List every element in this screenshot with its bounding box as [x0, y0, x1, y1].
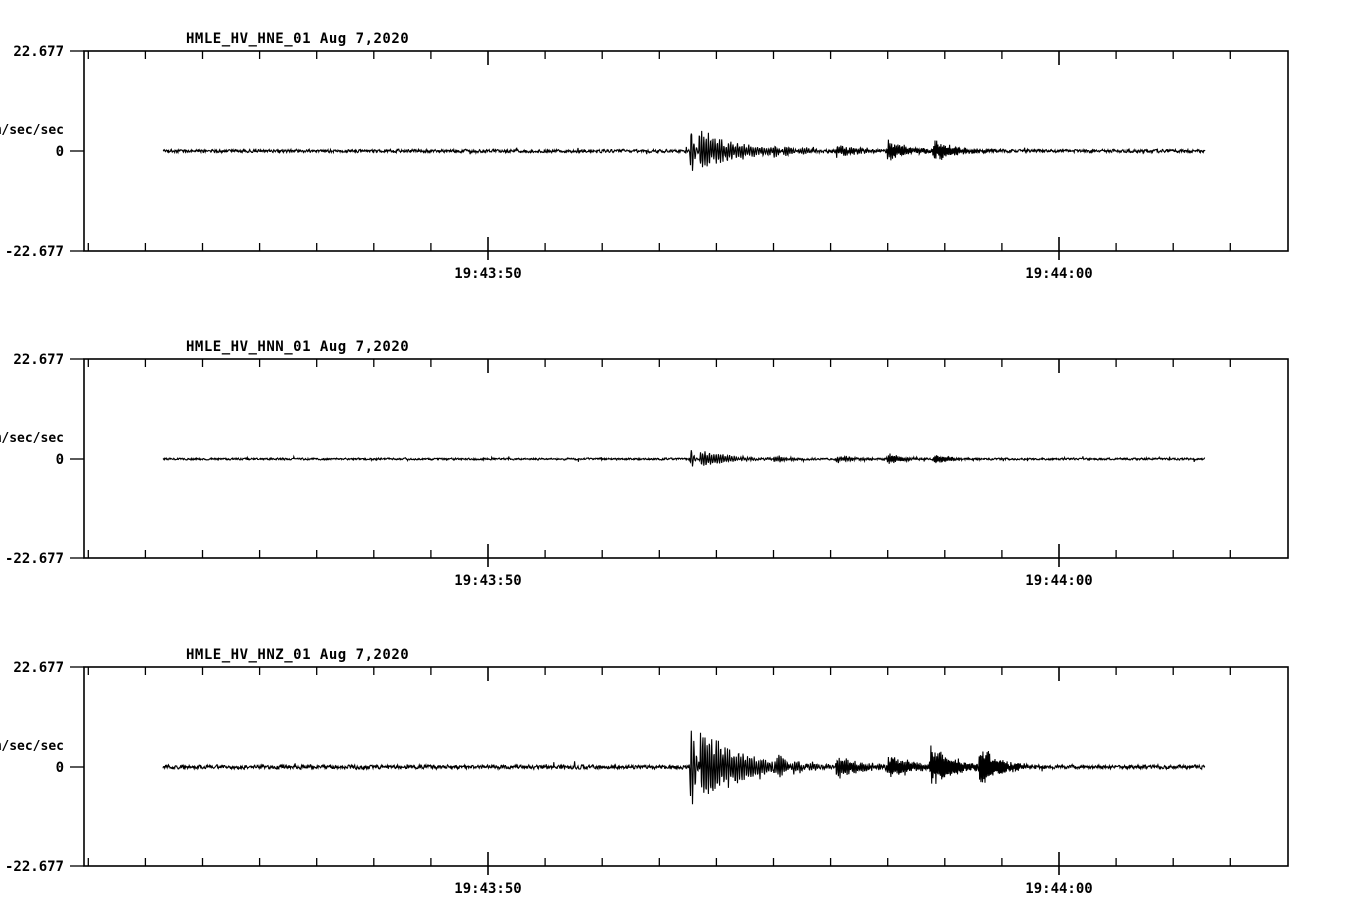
plot-frame	[83, 358, 1289, 559]
x-axis-tick-label-1: 19:43:50	[454, 573, 521, 589]
waveform-trace-hnn	[162, 450, 1206, 467]
waveform-trace-hne	[162, 130, 1206, 171]
plot-frame	[83, 666, 1289, 867]
y-axis-unit-label: cm/sec/sec	[0, 431, 64, 446]
x-axis-tick-label-1: 19:43:50	[454, 881, 521, 897]
x-axis-tick-label-2: 19:44:00	[1025, 573, 1092, 589]
y-axis-zero-label: 0	[56, 144, 64, 160]
y-axis-unit-label: cm/sec/sec	[0, 739, 64, 754]
y-axis-ticks	[70, 666, 84, 867]
panel-title-hnn: HMLE_HV_HNN_01 Aug 7,2020	[186, 339, 409, 355]
x-axis-ticks	[87, 359, 1231, 567]
panel-title-hne: HMLE_HV_HNE_01 Aug 7,2020	[186, 31, 409, 47]
y-axis-min-label: -22.677	[5, 244, 64, 260]
y-axis-max-label: 22.677	[13, 352, 64, 368]
waveform-trace-hnz	[162, 730, 1206, 805]
plot-frame	[83, 50, 1289, 252]
y-axis-unit-label: cm/sec/sec	[0, 123, 64, 138]
y-axis-min-label: -22.677	[5, 859, 64, 875]
y-axis-max-label: 22.677	[13, 660, 64, 676]
x-axis-tick-label-2: 19:44:00	[1025, 266, 1092, 282]
y-axis-max-label: 22.677	[13, 44, 64, 60]
panel-title-hnz: HMLE_HV_HNZ_01 Aug 7,2020	[186, 647, 409, 663]
y-axis-min-label: -22.677	[5, 551, 64, 567]
y-axis-zero-label: 0	[56, 760, 64, 776]
y-axis-zero-label: 0	[56, 452, 64, 468]
x-axis-ticks	[87, 51, 1231, 260]
y-axis-ticks	[70, 50, 84, 252]
x-axis-tick-label-1: 19:43:50	[454, 266, 521, 282]
y-axis-ticks	[70, 358, 84, 559]
x-axis-ticks	[87, 667, 1231, 875]
x-axis-tick-label-2: 19:44:00	[1025, 881, 1092, 897]
